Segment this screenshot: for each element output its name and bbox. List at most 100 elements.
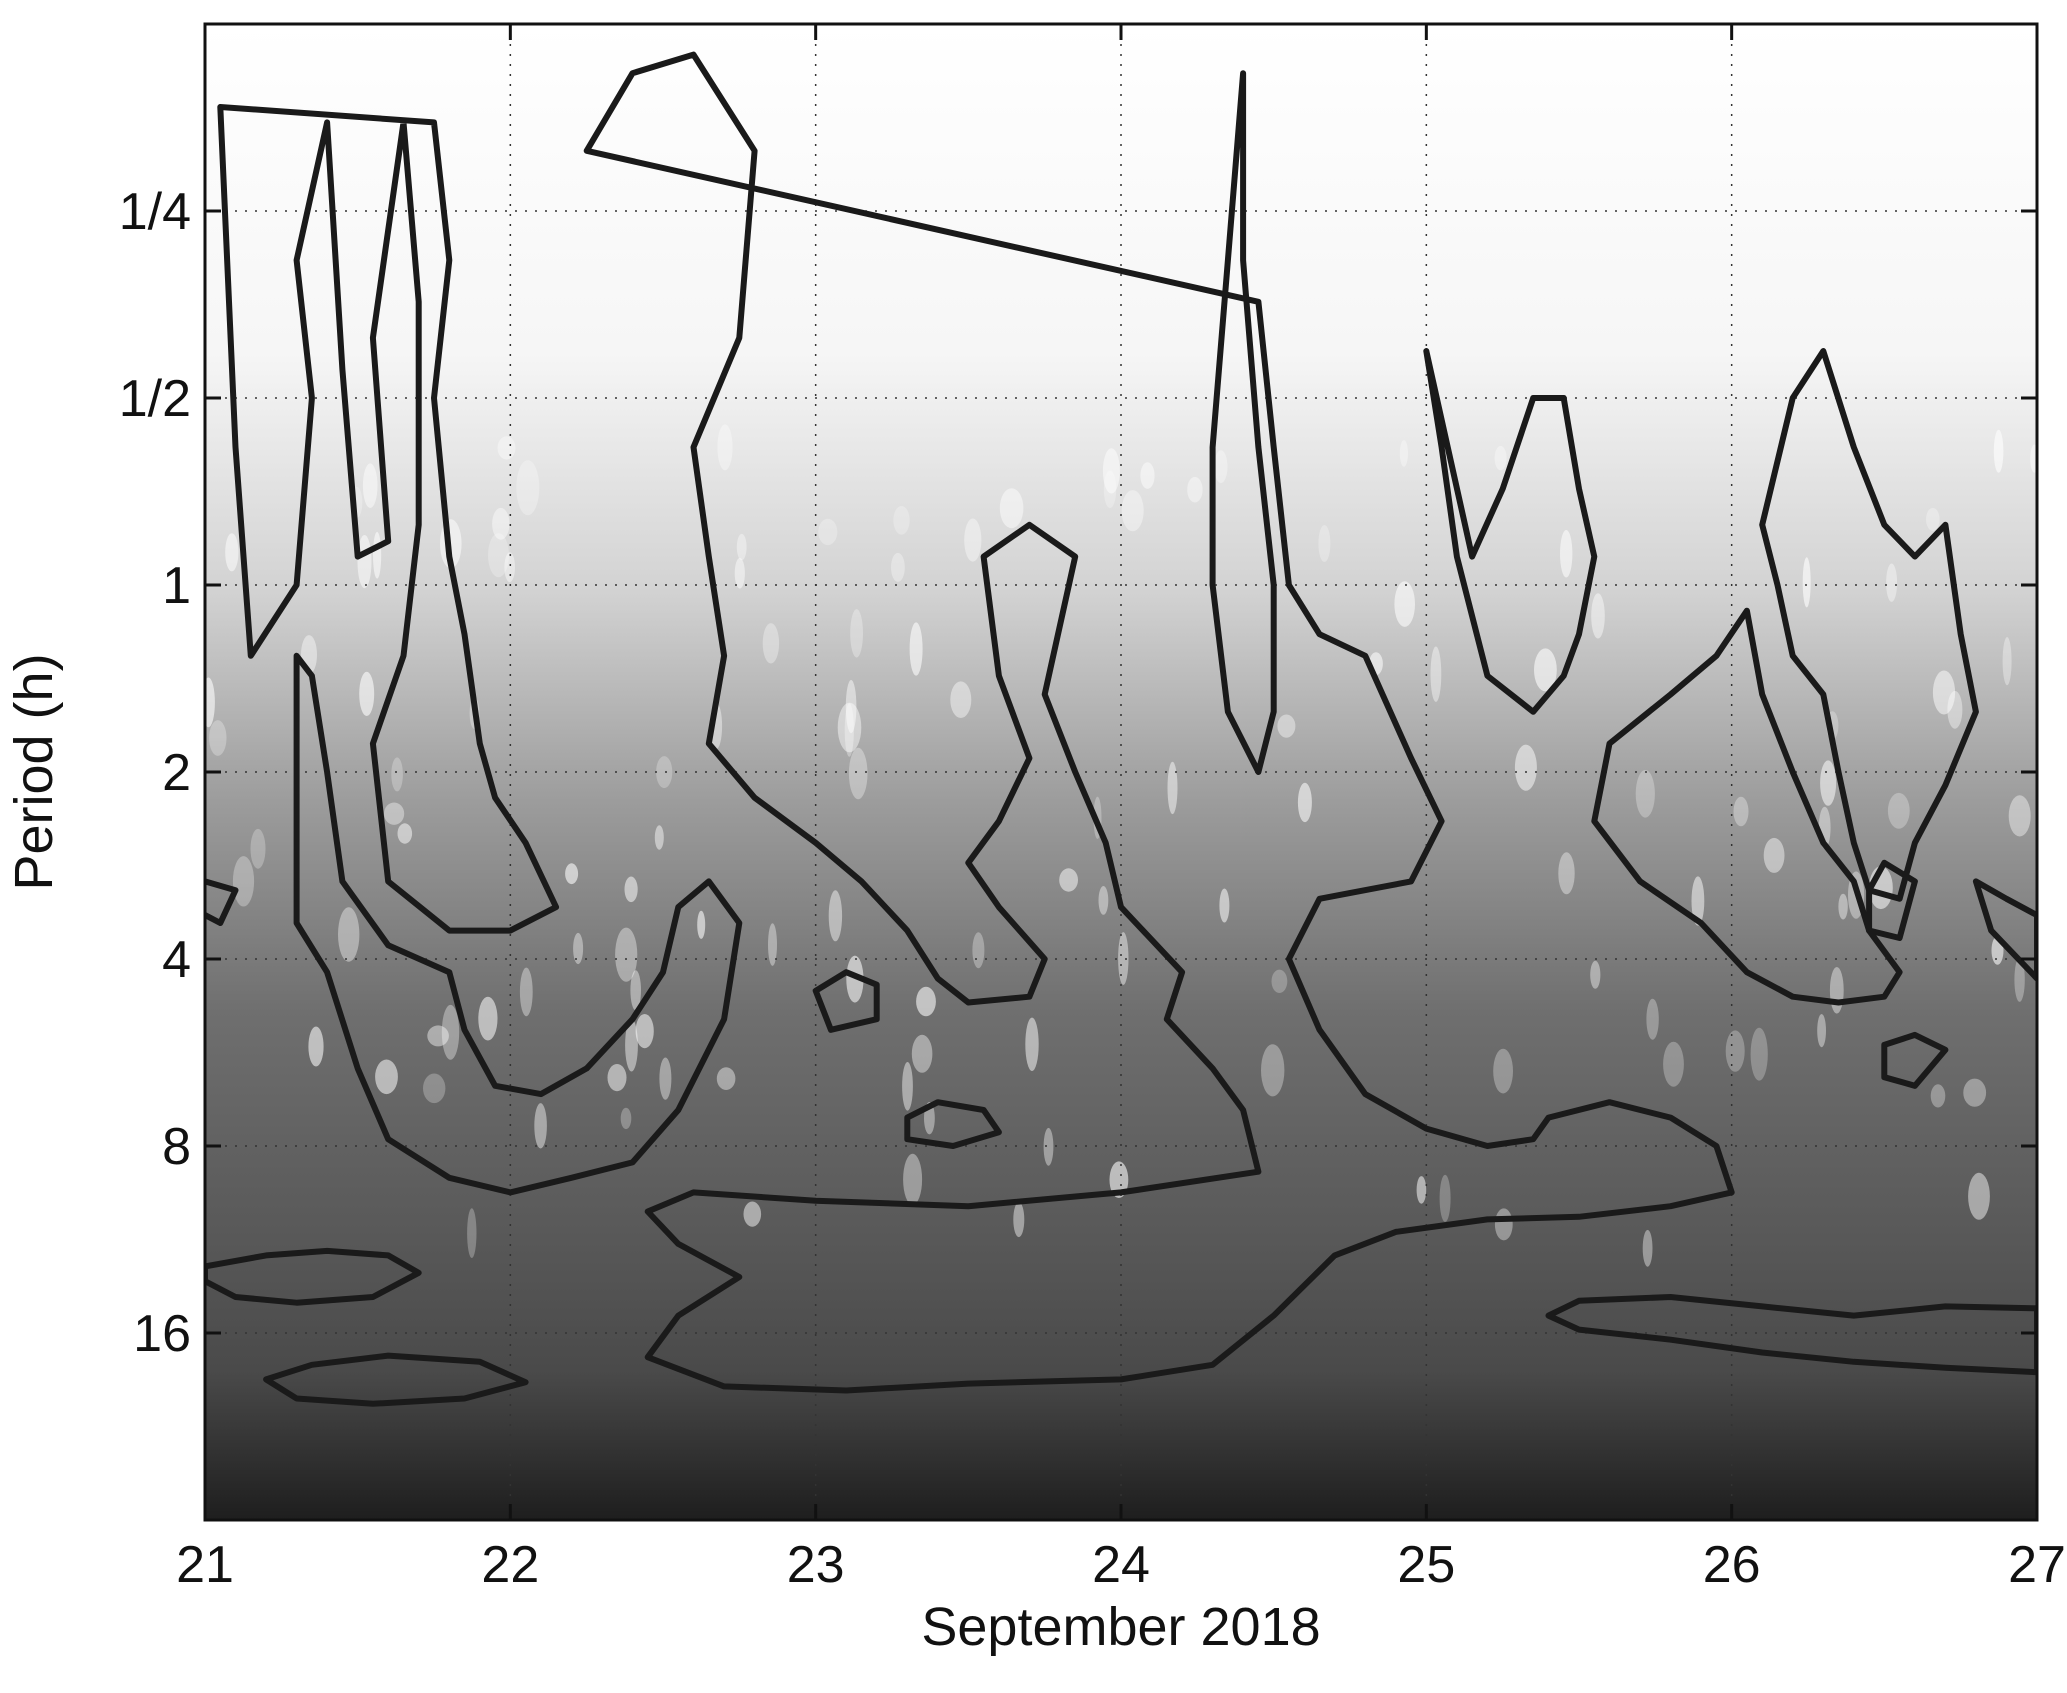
contour-line [583, 51, 1735, 1394]
heatmap-spot [1642, 1229, 1653, 1267]
heatmap-spot [1646, 998, 1659, 1040]
heatmap-spot [656, 756, 673, 789]
heatmap-spot [1261, 1044, 1285, 1097]
y-tick-label: 1 [162, 557, 191, 615]
contour-lines [205, 51, 2037, 1407]
heatmap-spots [205, 424, 2037, 1267]
contour-line [205, 878, 239, 926]
heatmap-spot [846, 955, 864, 1003]
heatmap-spot [1439, 1174, 1451, 1222]
heatmap-spot [893, 506, 910, 535]
y-tick-label: 2 [162, 744, 191, 802]
heatmap-spot [1663, 1041, 1684, 1087]
heatmap-spot [1926, 507, 1940, 531]
heatmap-spot [654, 825, 664, 850]
heatmap-spot [1886, 563, 1898, 602]
heatmap-spot [1963, 1078, 1987, 1107]
heatmap-spot [1214, 450, 1228, 484]
x-tick-label: 25 [1397, 1536, 1455, 1594]
heatmap-spot [1318, 525, 1331, 562]
heatmap-spot [717, 424, 733, 471]
heatmap-spot [338, 907, 360, 962]
x-tick-label: 23 [787, 1536, 845, 1594]
heatmap-spot [818, 518, 838, 546]
heatmap-spot [950, 681, 972, 718]
x-tick-label: 21 [176, 1536, 234, 1594]
heatmap-spot [516, 460, 540, 516]
contour-line [205, 1247, 422, 1306]
heatmap-spot [736, 533, 747, 561]
heatmap-spot [1838, 893, 1848, 920]
heatmap-spot [1121, 490, 1144, 532]
plot-area [203, 22, 2039, 1522]
heatmap-spot [534, 1103, 547, 1149]
heatmap-spot [478, 996, 498, 1041]
heatmap-spot [615, 927, 638, 982]
heatmap-spot [250, 828, 266, 869]
heatmap-spot [1187, 476, 1203, 503]
heatmap-spot [1043, 1127, 1054, 1166]
heatmap-spot [630, 970, 641, 1011]
heatmap-spot [492, 507, 510, 540]
heatmap-spot [768, 923, 777, 966]
y-tick-label: 1/2 [119, 370, 191, 428]
heatmap-spot [850, 609, 863, 658]
heatmap-spot [1591, 593, 1605, 639]
heatmap-spot [716, 1067, 736, 1090]
heatmap-spot [1059, 868, 1078, 892]
heatmap-spot [504, 552, 515, 583]
heatmap-spot [1558, 852, 1575, 895]
heatmap-spot [573, 932, 584, 965]
contour-line [263, 1352, 529, 1407]
heatmap-spot [828, 890, 843, 942]
y-tick-label: 16 [133, 1305, 191, 1363]
heatmap-spot [359, 671, 375, 717]
heatmap-spot [565, 863, 579, 885]
heatmap-spot [837, 702, 862, 753]
contour-line [904, 1099, 1002, 1149]
heatmap-spot [903, 1153, 923, 1205]
heatmap-spot [1399, 440, 1408, 467]
contour-line [217, 104, 560, 934]
heatmap-spot [697, 910, 706, 939]
heatmap-spot [1109, 1161, 1129, 1198]
contour-line [1759, 348, 1979, 902]
heatmap-spot [519, 967, 533, 1017]
heatmap-spot [1013, 1202, 1025, 1238]
contour-line [1545, 1294, 2037, 1376]
heatmap-spot [205, 677, 215, 728]
y-tick-label: 4 [162, 931, 191, 989]
y-tick-label: 8 [162, 1118, 191, 1176]
heatmap-spot [1930, 1084, 1946, 1108]
heatmap-spot [964, 518, 982, 562]
heatmap-spot [1025, 1017, 1039, 1071]
heatmap-spot [232, 856, 255, 907]
heatmap-spot [1098, 886, 1109, 915]
heatmap-spot [488, 533, 509, 578]
contour-line [1591, 607, 1903, 1006]
heatmap-spot [1750, 1027, 1768, 1081]
heatmap-spot [1271, 969, 1288, 993]
heatmap-spot [1993, 429, 2004, 473]
heatmap-spot [225, 533, 239, 572]
heatmap-spot [911, 1034, 933, 1073]
heatmap-spot [1968, 1172, 1990, 1220]
heatmap-spot [2002, 637, 2012, 686]
heatmap-spot [1416, 1176, 1427, 1204]
heatmap-spot [1140, 462, 1155, 489]
heatmap-spot [1103, 470, 1117, 509]
heatmap-spot [373, 531, 382, 579]
contour-line [812, 969, 880, 1033]
heatmap-spot [1820, 760, 1837, 806]
heatmap-spot [902, 1062, 913, 1111]
contour-line [1423, 348, 1598, 715]
heatmap-spot [734, 558, 745, 589]
heatmap-spot [375, 1059, 398, 1095]
heatmap-spot [1167, 761, 1178, 815]
x-axis: 21 22 23 24 25 26 27 [176, 24, 2066, 1594]
x-tick-label: 26 [1703, 1536, 1761, 1594]
heatmap-spot [909, 622, 923, 676]
x-axis-title: September 2018 [921, 1597, 1320, 1657]
heatmap-spot [999, 488, 1024, 529]
